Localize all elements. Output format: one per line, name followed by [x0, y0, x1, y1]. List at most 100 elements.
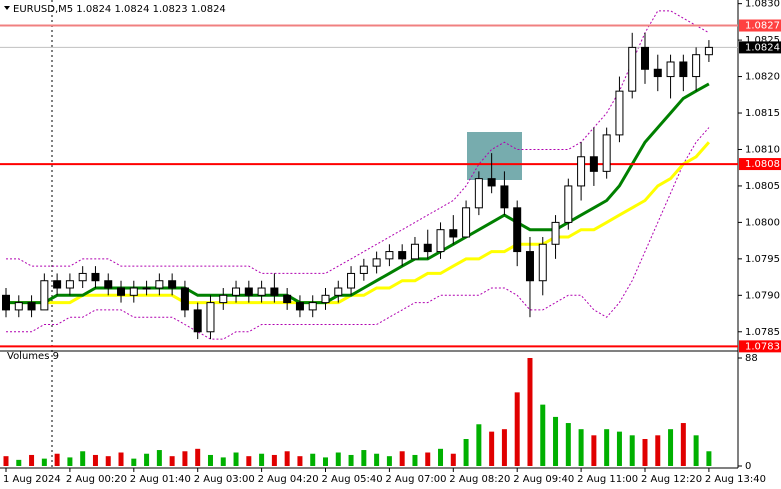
level-label: 1.0827 — [745, 21, 780, 32]
volume-bar — [297, 456, 303, 466]
candle-body — [449, 229, 458, 238]
volume-bar — [182, 451, 188, 466]
candle-body — [14, 302, 23, 311]
candle-body — [372, 258, 381, 267]
volume-bar — [131, 458, 137, 466]
volume-bar — [668, 429, 674, 466]
volume-bar — [386, 456, 392, 466]
candle-body — [2, 294, 10, 311]
y-tick-label: 1.0805 — [745, 181, 780, 192]
candle-body — [602, 134, 611, 172]
volume-bar — [105, 456, 111, 466]
candle-body — [410, 243, 419, 260]
candle-body — [551, 221, 560, 245]
candle-body — [295, 302, 304, 311]
candle-body — [474, 178, 483, 209]
y-tick-label: 1.0795 — [745, 254, 780, 265]
candle-body — [436, 229, 445, 253]
volume-bar — [565, 423, 571, 466]
highlight-zone — [467, 132, 522, 180]
candle-body — [513, 207, 522, 253]
y-tick-label: 1.0790 — [745, 290, 780, 301]
candle-body — [500, 185, 509, 209]
candle-body — [270, 287, 279, 296]
level-tag — [739, 340, 781, 353]
volume-bar — [514, 392, 520, 466]
candle-body — [65, 280, 74, 289]
candle-body — [628, 46, 637, 92]
x-tick-label: 2 Aug 01:40 — [130, 474, 191, 485]
y-tick-label: 1.0830 — [745, 0, 780, 10]
volume-bar — [553, 416, 559, 466]
candle-body — [692, 54, 701, 78]
level-label: 1.0824 — [745, 42, 780, 53]
level-tag — [739, 19, 781, 32]
volume-bar — [374, 453, 380, 466]
volume-bar — [220, 457, 226, 466]
candle-body — [27, 302, 36, 311]
candle-body — [244, 287, 253, 296]
candle-body — [129, 287, 138, 296]
chart-title: EURUSD,M5 1.0824 1.0824 1.0823 1.0824 — [13, 4, 226, 15]
y-tick-label: 1.0820 — [745, 72, 780, 83]
volume-bar — [310, 453, 316, 466]
level-label: 1.0808 — [745, 159, 780, 170]
volume-bar — [41, 458, 47, 466]
volume-bar — [246, 456, 252, 466]
volume-bar — [80, 451, 86, 466]
volume-bar — [693, 435, 699, 466]
volume-bar — [655, 435, 661, 466]
volume-bar — [604, 429, 610, 466]
candle-body — [385, 251, 394, 260]
title-arrow — [4, 6, 10, 10]
candle-body — [487, 178, 496, 187]
volume-bar — [207, 454, 213, 466]
x-tick-label: 1 Aug 2024 — [3, 474, 61, 485]
volume-bar — [271, 454, 277, 466]
volume-bar — [54, 453, 60, 466]
candle-body — [91, 272, 100, 282]
volume-bar — [323, 457, 328, 466]
volume-bar — [144, 453, 150, 466]
volume-bar — [16, 459, 22, 466]
candle-body — [206, 302, 215, 333]
volume-bar — [361, 450, 367, 466]
volume-title: Volumes 9 — [7, 351, 59, 362]
candle-body — [641, 46, 649, 70]
candle-body — [704, 46, 713, 56]
candle-body — [117, 287, 126, 296]
level-tag — [739, 41, 781, 54]
bollinger-band — [6, 127, 710, 340]
x-tick-label: 2 Aug 04:20 — [258, 474, 319, 485]
volume-bar — [463, 439, 469, 466]
candle-body — [168, 280, 177, 289]
volume-bar — [92, 454, 98, 466]
candle-body — [334, 287, 343, 296]
candle-body — [577, 156, 586, 187]
candle-body — [53, 280, 62, 289]
y-tick-label: 1.0815 — [745, 108, 780, 119]
candle-body — [155, 280, 164, 289]
candle-body — [653, 68, 662, 78]
candle-body — [321, 294, 330, 304]
candle-body — [180, 287, 189, 311]
candle-body — [347, 272, 356, 289]
volume-bar — [425, 452, 431, 466]
x-tick-label: 2 Aug 09:40 — [513, 474, 574, 485]
volume-bar — [259, 453, 265, 466]
candle-body — [538, 243, 547, 282]
candle-body — [142, 287, 151, 290]
x-tick-label: 2 Aug 08:20 — [449, 474, 510, 485]
volume-bar — [348, 454, 354, 466]
candle-body — [257, 287, 266, 296]
volume-bar — [284, 451, 290, 466]
x-tick-label: 2 Aug 05:40 — [322, 474, 383, 485]
volume-bar — [591, 435, 597, 466]
candle-body — [359, 265, 368, 274]
volume-bar — [195, 448, 201, 466]
y-tick-label: 1.0800 — [745, 217, 780, 228]
candle-body — [615, 90, 624, 136]
volume-bar — [706, 451, 712, 466]
